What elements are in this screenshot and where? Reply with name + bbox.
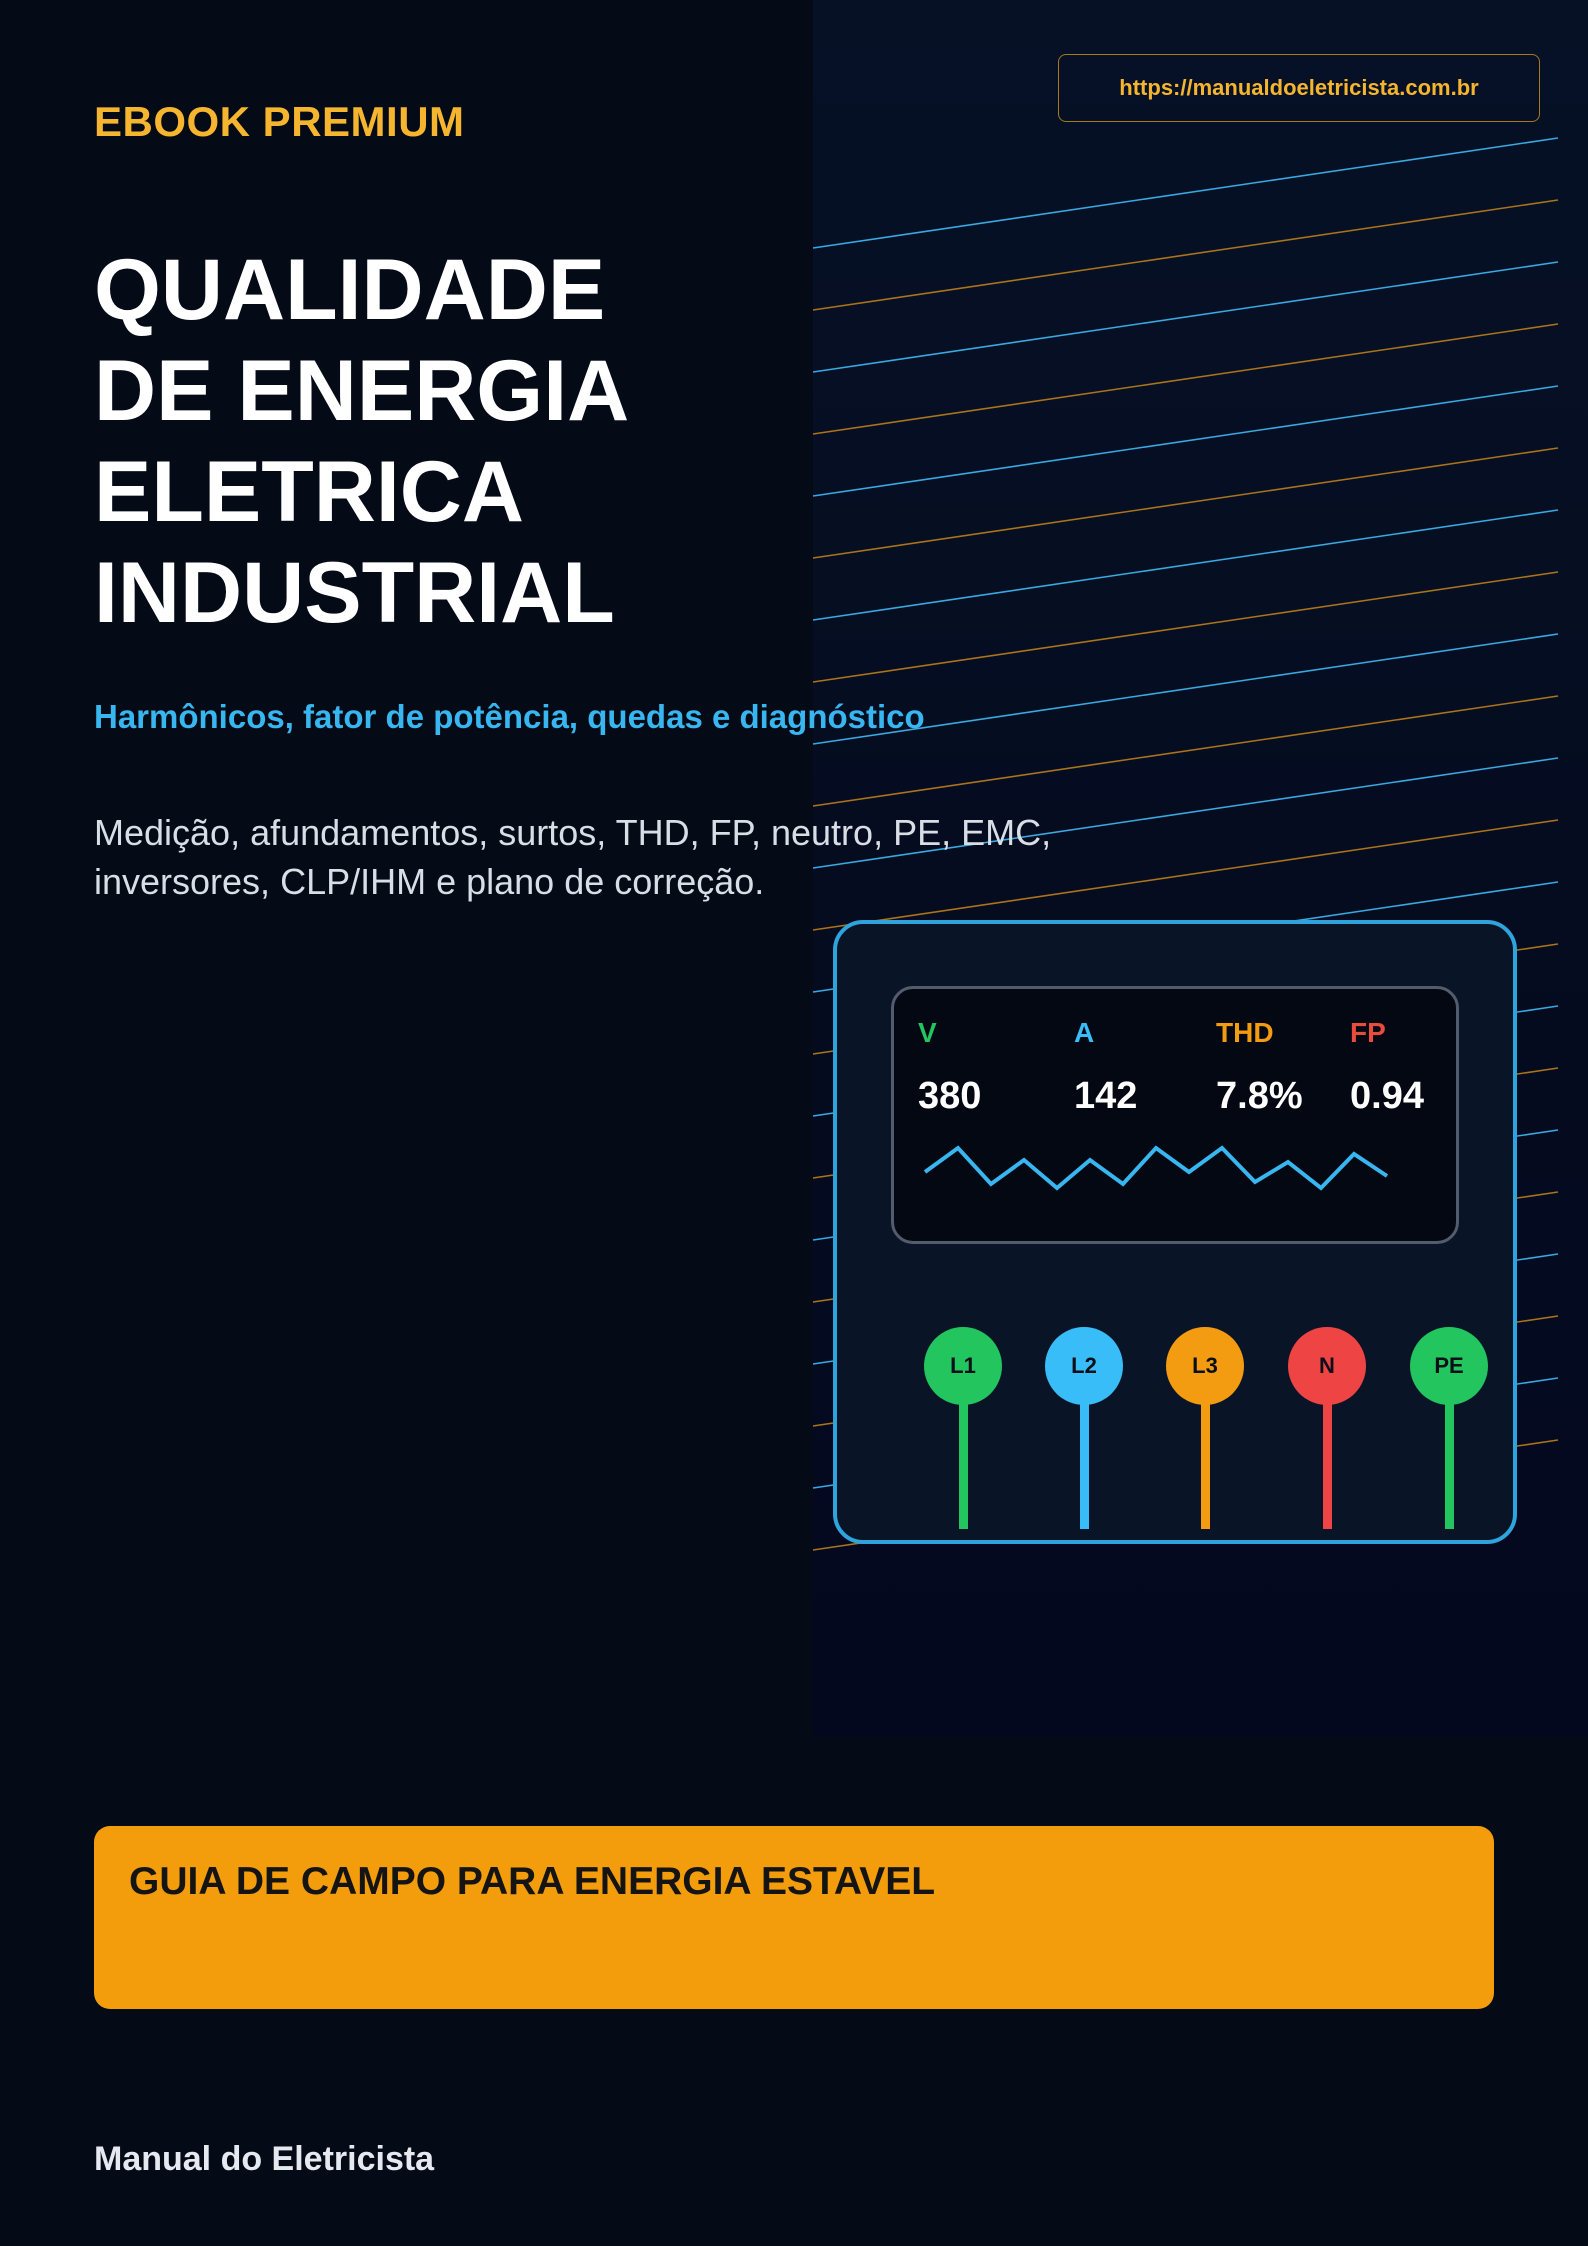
- wire-pe: [1445, 1396, 1454, 1529]
- decorative-line: [812, 819, 1559, 931]
- banner-text: GUIA DE CAMPO PARA ENERGIA ESTAVEL: [129, 1860, 936, 1903]
- title-line: INDUSTRIAL: [94, 545, 615, 641]
- reading-value-thd: 7.8%: [1216, 1075, 1303, 1117]
- decorative-line: [812, 199, 1559, 311]
- decorative-line: [812, 757, 1559, 869]
- decorative-line: [812, 447, 1559, 559]
- reading-label-fp: FP: [1350, 1017, 1386, 1048]
- decorative-line: [812, 261, 1559, 373]
- decorative-line: [812, 695, 1559, 807]
- reading-label-v: V: [918, 1017, 937, 1048]
- terminal-l1: L1: [924, 1327, 1002, 1405]
- banner: GUIA DE CAMPO PARA ENERGIA ESTAVEL: [94, 1826, 1494, 2009]
- wire-n: [1323, 1396, 1332, 1529]
- wire-l3: [1201, 1396, 1210, 1529]
- description: Medição, afundamentos, surtos, THD, FP, …: [94, 812, 1052, 902]
- terminal-pe: PE: [1410, 1327, 1488, 1405]
- ebook-label: EBOOK PREMIUM: [94, 98, 465, 145]
- title-line: ELETRICA: [94, 444, 524, 540]
- reading-value-fp: 0.94: [1350, 1075, 1424, 1117]
- terminal-l3: L3: [1166, 1327, 1244, 1405]
- reading-value-v: 380: [918, 1075, 982, 1117]
- url-badge[interactable]: https://manualdoeletricista.com.br: [1058, 54, 1540, 122]
- title-line: QUALIDADE: [94, 242, 606, 338]
- reading-label-thd: THD: [1216, 1017, 1274, 1048]
- decorative-line: [812, 137, 1559, 249]
- footer-brand: Manual do Eletricista: [94, 2140, 435, 2178]
- decorative-line: [812, 509, 1559, 621]
- meter-screen: V A THD FP 380 142 7.8% 0.94: [891, 986, 1459, 1244]
- decorative-line: [812, 323, 1559, 435]
- terminal-n: N: [1288, 1327, 1366, 1405]
- decorative-line: [812, 633, 1559, 745]
- decorative-line: [812, 385, 1559, 497]
- subtitle: Harmônicos, fator de potência, quedas e …: [94, 698, 925, 735]
- wire-l2: [1080, 1396, 1089, 1529]
- wire-l1: [959, 1396, 968, 1529]
- title-line: DE ENERGIA: [94, 343, 630, 439]
- terminal-l2: L2: [1045, 1327, 1123, 1405]
- decorative-line: [812, 571, 1559, 683]
- waveform: [923, 1145, 1389, 1191]
- reading-label-a: A: [1074, 1017, 1095, 1048]
- book-title: QUALIDADE DE ENERGIA ELETRICA INDUSTRIAL: [94, 240, 629, 644]
- reading-value-a: 142: [1074, 1075, 1138, 1117]
